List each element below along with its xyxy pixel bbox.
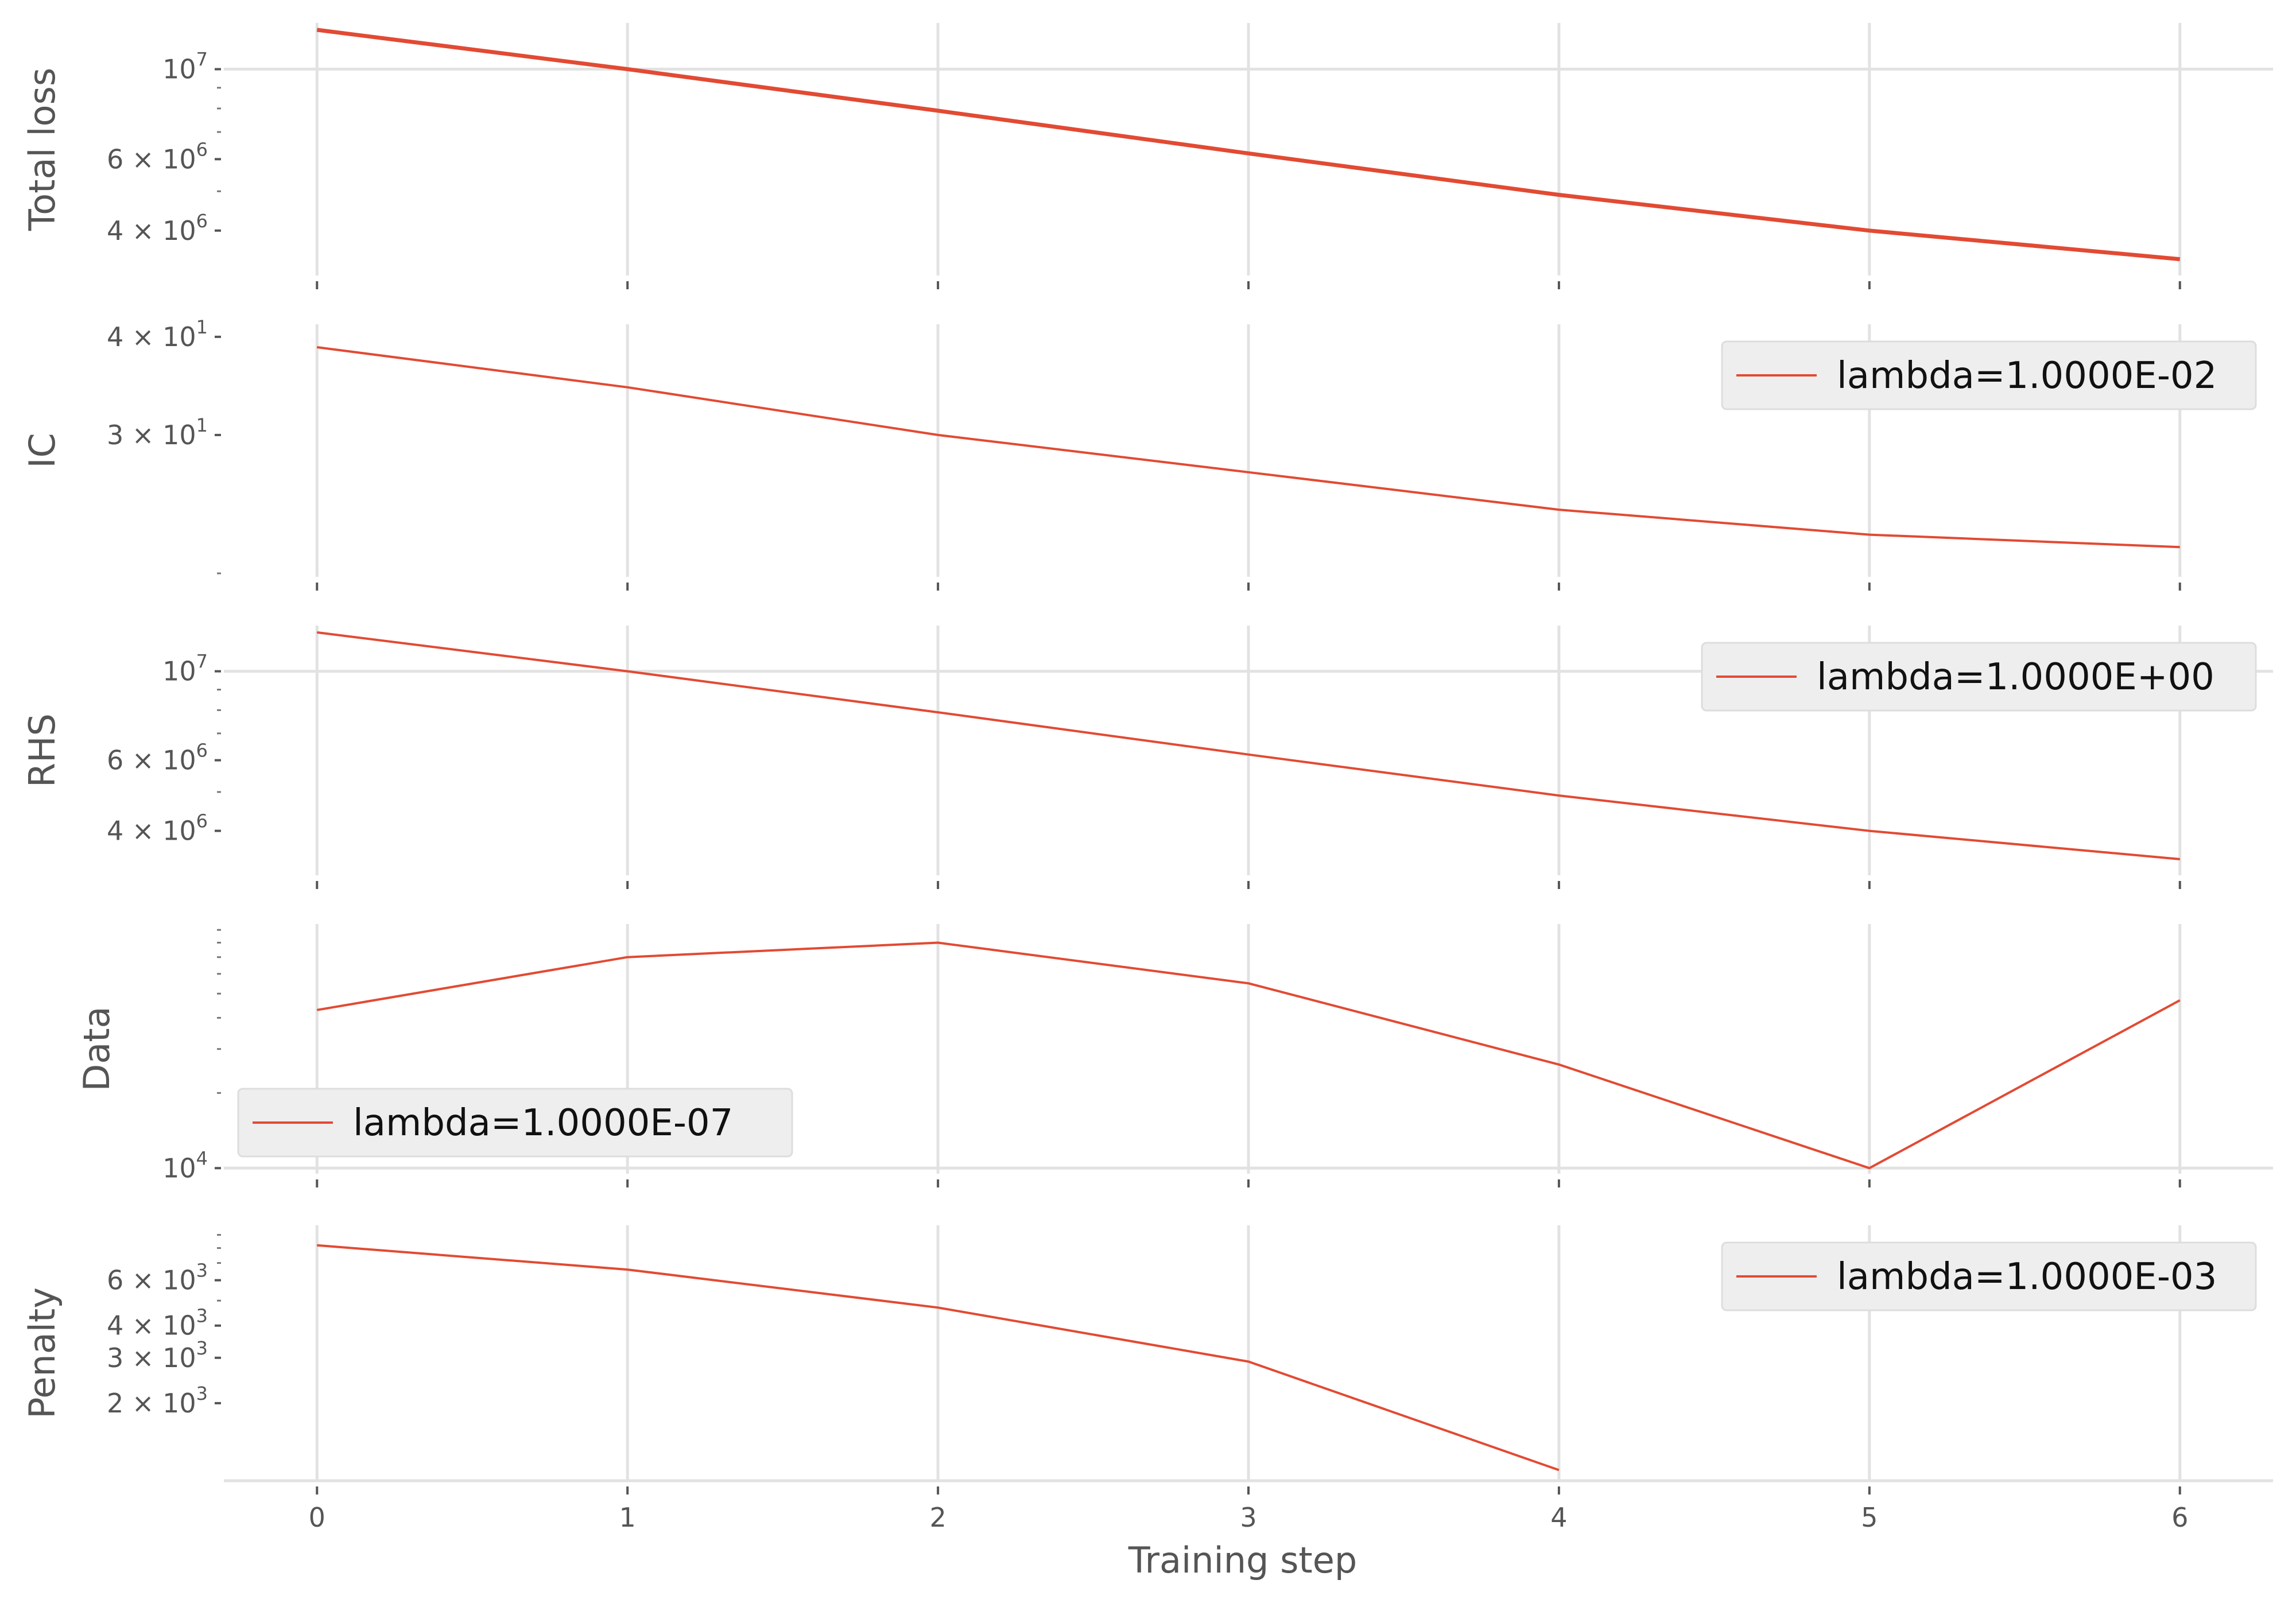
x-tick-label: 0	[309, 1502, 325, 1533]
legend-box	[237, 1088, 793, 1158]
y-tick-label: 3 × 101	[107, 414, 208, 451]
legend-label: lambda=1.0000E-02	[1837, 355, 2217, 397]
x-axis-label: Training step	[1128, 1539, 1357, 1581]
series-line	[317, 1244, 1560, 1472]
y-tick-label: 4 × 106	[107, 210, 208, 246]
y-tick-label: 4 × 101	[107, 316, 208, 352]
legend-label: lambda=1.0000E+00	[1817, 656, 2214, 698]
y-tick-label: 6 × 106	[107, 740, 208, 776]
x-tick-label: 6	[2171, 1502, 2188, 1533]
y-axis-label: IC	[21, 433, 63, 468]
legend: lambda=1.0000E-07	[237, 1088, 793, 1158]
x-tick-label: 4	[1550, 1502, 1567, 1533]
x-axis: 0 1 2 3 4 5 6	[309, 1502, 2189, 1533]
series-line	[317, 631, 2180, 860]
y-tick-label: 6 × 103	[107, 1260, 208, 1296]
y-tick-label: 2 × 103	[107, 1383, 208, 1419]
panel-2: 3 × 101 4 × 101 IC lambda=1.0000E-02	[21, 316, 2257, 591]
series-line	[316, 941, 2181, 1170]
y-tick-label: 4 × 103	[107, 1305, 208, 1341]
x-tick-label: 3	[1240, 1502, 1256, 1533]
legend: lambda=1.0000E-02	[1721, 340, 2257, 410]
x-tick-label: 5	[1861, 1502, 1878, 1533]
series-line	[317, 346, 2180, 549]
y-axis-label: Penalty	[21, 1287, 63, 1419]
panel-4: 104 Data lambda=1.0000E-07	[76, 924, 2273, 1187]
y-tick-label: 104	[162, 1147, 208, 1183]
y-axis-label: Total loss	[21, 68, 63, 231]
legend: lambda=1.0000E-03	[1721, 1241, 2257, 1311]
legend-box	[1721, 340, 2257, 410]
legend-box	[1721, 1241, 2257, 1311]
legend-label: lambda=1.0000E-03	[1837, 1256, 2217, 1298]
panel-3: 4 × 106 6 × 106 107 RHS lambda=1.0000E+00	[21, 626, 2273, 889]
y-tick-label: 107	[162, 651, 208, 687]
legend-label: lambda=1.0000E-07	[353, 1102, 733, 1144]
legend-box	[1701, 642, 2257, 712]
y-axis-label: RHS	[21, 713, 63, 787]
x-tick-label: 1	[619, 1502, 636, 1533]
y-tick-label: 3 × 103	[107, 1337, 208, 1373]
y-axis-label: Data	[76, 1006, 118, 1091]
legend: lambda=1.0000E+00	[1701, 642, 2257, 712]
y-tick-label: 6 × 106	[107, 138, 208, 174]
y-tick-label: 4 × 106	[107, 810, 208, 847]
panel-1: 4 × 106 6 × 106 107 Total loss	[21, 23, 2273, 289]
y-tick-label: 107	[162, 49, 208, 85]
chart-panels: 4 × 106 6 × 106 107 Total loss 3 × 101 4 × 10…	[21, 23, 2273, 1495]
series-line	[316, 28, 2181, 262]
x-tick-label: 2	[929, 1502, 946, 1533]
